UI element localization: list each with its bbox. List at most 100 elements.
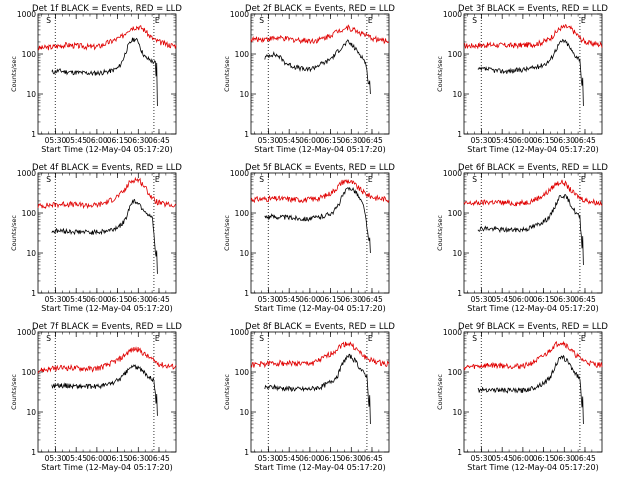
y-tick-label: 10 [452, 90, 462, 99]
y-tick-label: 1000 [17, 169, 36, 178]
x-tick-label: 06:15 [107, 295, 129, 304]
time-marker-label: E [581, 175, 586, 184]
y-tick-label: 1 [31, 289, 36, 298]
panel-9: Det 9f BLACK = Events, RED = LLD 1 10 100 10… [436, 322, 608, 472]
y-tick-label: 1 [31, 448, 36, 457]
x-tick-label: 06:15 [107, 136, 129, 145]
x-tick-label: 06:15 [320, 454, 342, 463]
y-tick-label: 100 [448, 50, 463, 59]
y-tick-label: 1000 [17, 10, 36, 19]
panel-title: Det 4f BLACK = Events, RED = LLD [32, 163, 182, 173]
x-tick-label: 05:30 [258, 454, 280, 463]
x-tick-label: 06:45 [148, 136, 170, 145]
y-tick-label: 1000 [230, 169, 249, 178]
x-tick-label: 06:30 [127, 454, 149, 463]
x-tick-label: 05:30 [471, 136, 493, 145]
time-marker-label: S [46, 334, 51, 343]
y-tick-label: 10 [26, 408, 36, 417]
lld-series-line [463, 179, 603, 207]
x-tick-label: 06:30 [127, 295, 149, 304]
y-tick-label: 1000 [443, 328, 462, 337]
x-tick-label: 06:00 [299, 295, 321, 304]
y-tick-label: 1 [244, 289, 249, 298]
x-tick-label: 06:00 [299, 136, 321, 145]
x-axis-label: Start Time (12-May-04 05:17:20) [467, 304, 598, 313]
events-series-line [477, 354, 584, 425]
y-axis-label: Counts/sec [436, 374, 444, 410]
x-tick-label: 06:45 [148, 454, 170, 463]
events-series-line [51, 198, 158, 274]
panel-title: Det 7f BLACK = Events, RED = LLD [32, 322, 182, 332]
panel-3: Det 3f BLACK = Events, RED = LLD 1 10 100 10… [436, 4, 608, 154]
x-axis-label: Start Time (12-May-04 05:17:20) [41, 304, 172, 313]
y-tick-label: 10 [452, 408, 462, 417]
x-tick-label: 06:30 [553, 295, 575, 304]
y-tick-label: 10 [239, 249, 249, 258]
time-marker-label: S [46, 16, 51, 25]
x-axis-label: Start Time (12-May-04 05:17:20) [41, 145, 172, 154]
x-axis-label: Start Time (12-May-04 05:17:20) [254, 304, 385, 313]
y-tick-label: 1 [457, 130, 462, 139]
y-tick-label: 1000 [230, 10, 249, 19]
events-series-line [51, 37, 158, 107]
x-tick-label: 06:45 [148, 295, 170, 304]
y-tick-label: 100 [22, 368, 37, 377]
x-tick-label: 06:30 [553, 454, 575, 463]
y-tick-label: 1 [244, 130, 249, 139]
x-tick-label: 06:45 [574, 136, 596, 145]
time-marker-label: S [472, 175, 477, 184]
y-tick-label: 100 [448, 368, 463, 377]
time-marker-label: E [368, 16, 373, 25]
y-tick-label: 10 [452, 249, 462, 258]
x-tick-label: 05:30 [45, 136, 67, 145]
time-marker-label: S [46, 175, 51, 184]
x-tick-label: 06:45 [361, 136, 383, 145]
events-series-line [264, 353, 371, 425]
x-tick-label: 05:30 [471, 454, 493, 463]
x-tick-label: 05:30 [258, 295, 280, 304]
panel-5: Det 5f BLACK = Events, RED = LLD 1 10 100 10… [223, 163, 395, 313]
lld-series-line [250, 178, 390, 204]
lld-series-line [37, 25, 177, 51]
y-axis-label: Counts/sec [223, 56, 231, 92]
time-marker-label: S [472, 334, 477, 343]
lld-series-line [463, 24, 603, 50]
lld-series-line [250, 341, 390, 369]
x-tick-label: 06:15 [320, 136, 342, 145]
x-tick-label: 05:45 [65, 136, 87, 145]
time-marker-label: S [472, 16, 477, 25]
x-tick-label: 06:00 [86, 295, 108, 304]
x-tick-label: 06:30 [127, 136, 149, 145]
time-marker-label: S [259, 334, 264, 343]
x-tick-label: 06:45 [574, 295, 596, 304]
x-tick-label: 05:30 [45, 454, 67, 463]
y-axis-label: Counts/sec [436, 56, 444, 92]
x-tick-label: 06:00 [86, 454, 108, 463]
y-tick-label: 100 [22, 209, 37, 218]
plot-frame [463, 13, 603, 135]
x-tick-label: 05:30 [258, 136, 280, 145]
x-tick-label: 06:00 [86, 136, 108, 145]
panel-title: Det 8f BLACK = Events, RED = LLD [245, 322, 395, 332]
lld-series-line [37, 346, 177, 374]
y-tick-label: 1 [457, 448, 462, 457]
plot-frame [37, 13, 177, 135]
time-marker-label: E [368, 334, 373, 343]
x-tick-label: 06:30 [553, 136, 575, 145]
y-axis-label: Counts/sec [10, 374, 18, 410]
plot-frame [250, 172, 390, 294]
y-tick-label: 1 [31, 130, 36, 139]
x-tick-label: 05:45 [278, 454, 300, 463]
plot-frame [250, 13, 390, 135]
x-tick-label: 05:45 [65, 454, 87, 463]
panel-title: Det 3f BLACK = Events, RED = LLD [458, 4, 608, 14]
x-tick-label: 06:15 [533, 295, 555, 304]
x-tick-label: 05:45 [491, 454, 513, 463]
x-tick-label: 06:45 [361, 295, 383, 304]
x-tick-label: 06:15 [533, 136, 555, 145]
plot-frame [463, 331, 603, 453]
time-marker-label: S [259, 16, 264, 25]
y-axis-label: Counts/sec [436, 215, 444, 251]
y-axis-label: Counts/sec [10, 215, 18, 251]
